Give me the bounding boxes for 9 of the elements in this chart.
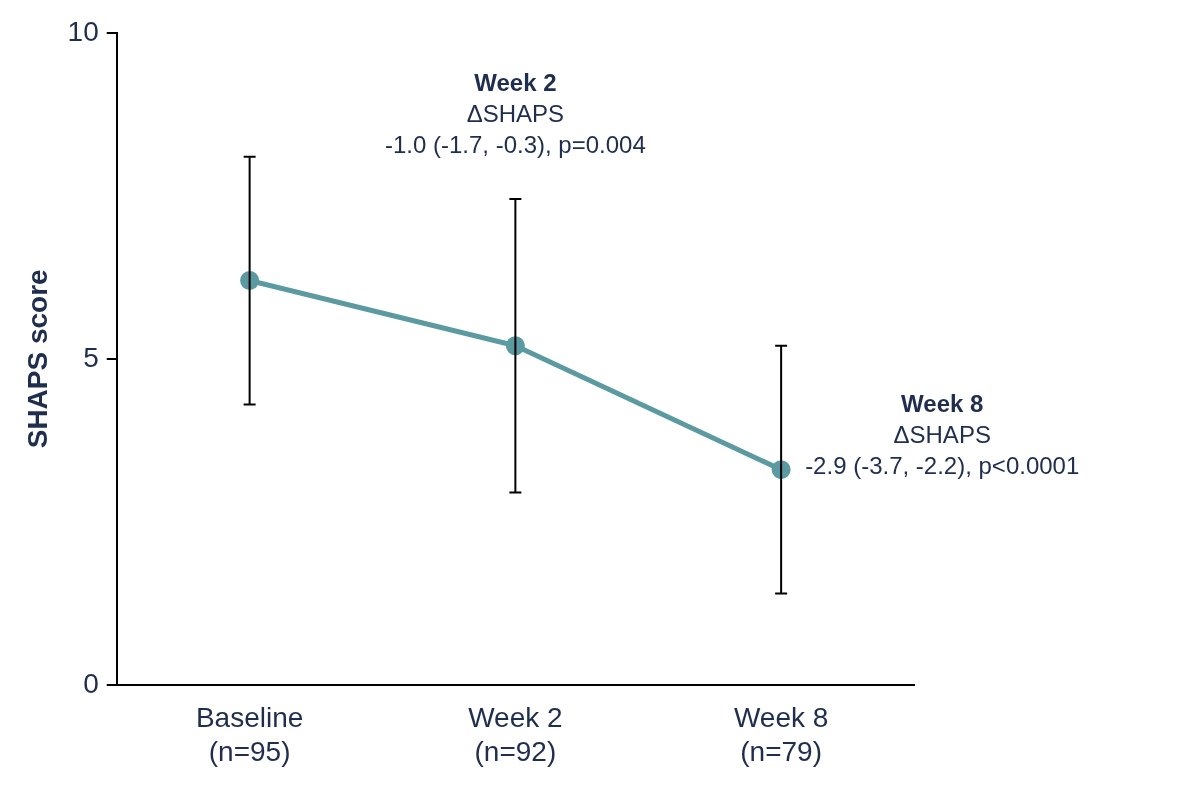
x-tick-label: Week 2 (n=92) [468,702,563,767]
y-tick-label: 10 [67,15,99,47]
y-tick-label: 5 [83,341,99,373]
annotation: Week 2 ΔSHAPS -1.0 (-1.7, -0.3), p=0.004 [384,69,646,159]
x-tick-label: Baseline (n=95) [195,702,304,767]
y-tick-label: 0 [83,667,99,699]
x-tick-label: Week 8 (n=79) [733,702,829,767]
y-axis-title: SHAPS score [21,269,53,449]
annotation: Week 8 ΔSHAPS -2.9 (-3.7, -2.2), p<0.0001 [805,390,1080,480]
